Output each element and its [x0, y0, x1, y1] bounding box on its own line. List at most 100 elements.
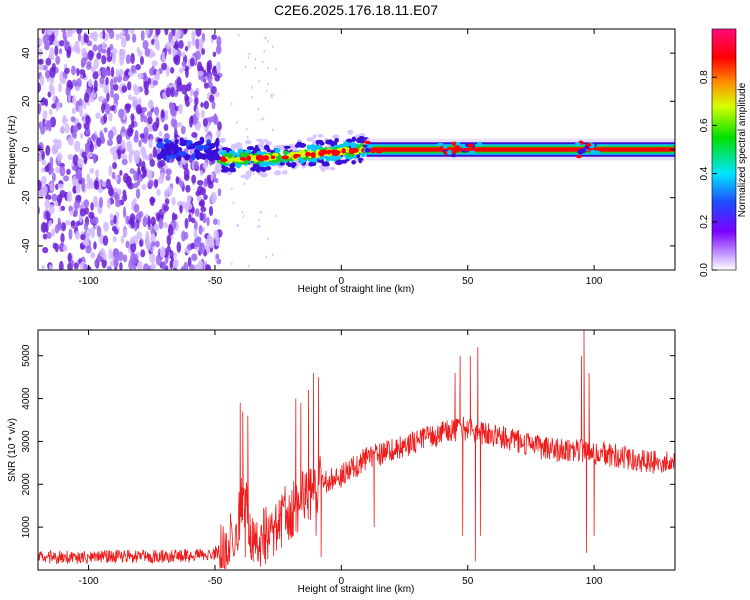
noise-speck	[257, 107, 260, 111]
noise-blob	[112, 162, 117, 170]
noise-blob	[58, 40, 65, 47]
noise-blob	[53, 29, 59, 37]
noise-speck	[257, 225, 259, 228]
noise-blob	[85, 245, 92, 254]
noise-speck	[259, 224, 261, 228]
noise-blob	[38, 189, 46, 199]
noise-blob	[70, 260, 75, 266]
snr-y-tick-label: 4000	[21, 387, 32, 410]
noise-blob	[175, 176, 180, 184]
ridge-blob	[283, 145, 291, 149]
noise-blob	[139, 55, 144, 65]
noise-speck	[270, 93, 273, 97]
noise-blob	[148, 100, 154, 110]
noise-blob	[125, 240, 130, 249]
noise-blob	[214, 164, 219, 175]
noise-blob	[178, 67, 184, 74]
noise-blob	[49, 77, 55, 85]
noise-speck	[265, 255, 268, 259]
noise-blob	[215, 61, 221, 73]
ridge-blob	[235, 142, 243, 148]
noise-blob	[46, 29, 54, 36]
noise-blob	[106, 55, 112, 63]
ridge-blob	[321, 161, 330, 166]
noise-blob	[86, 61, 92, 67]
colorbar-tick-label: 0.0	[699, 263, 710, 277]
noise-speck	[236, 224, 238, 227]
noise-speck	[262, 60, 264, 64]
noise-blob	[66, 190, 73, 203]
noise-blob	[171, 197, 176, 206]
noise-blob	[101, 258, 107, 269]
noise-blob	[178, 39, 184, 49]
noise-blob	[193, 90, 199, 98]
noise-blob	[61, 117, 69, 124]
noise-blob	[41, 29, 45, 35]
noise-blob	[51, 144, 58, 155]
noise-speck	[271, 95, 273, 99]
snr-x-tick-label: -100	[79, 576, 99, 587]
ridge-blob	[287, 162, 292, 168]
noise-blob	[93, 216, 99, 225]
noise-blob	[38, 179, 42, 191]
carrier-bump	[476, 141, 483, 147]
noise-blob	[101, 41, 106, 50]
noise-blob	[176, 200, 183, 207]
onset-blob	[164, 146, 173, 155]
noise-blob	[103, 113, 108, 124]
carrier-bump	[462, 147, 468, 151]
noise-blob	[111, 52, 117, 64]
ridge-blob	[341, 147, 346, 154]
noise-blob	[177, 103, 183, 115]
noise-blob	[161, 62, 168, 71]
noise-blob	[210, 191, 217, 204]
noise-blob	[109, 213, 114, 221]
ridge-blob	[351, 160, 356, 165]
noise-blob	[177, 121, 183, 128]
noise-blob	[181, 61, 187, 67]
ridge-blob	[322, 150, 329, 155]
noise-blob	[197, 70, 204, 77]
noise-blob	[206, 60, 211, 71]
carrier-bump	[363, 140, 371, 144]
ridge-blob	[310, 152, 316, 158]
colorbar-frame	[711, 28, 737, 271]
ridge-blob	[298, 142, 307, 148]
noise-blob	[78, 105, 83, 114]
noise-blob	[113, 76, 118, 84]
noise-blob	[199, 211, 204, 222]
noise-blob	[107, 139, 113, 147]
noise-blob	[74, 230, 80, 240]
noise-blob	[48, 219, 52, 227]
noise-blob	[48, 108, 53, 116]
noise-blob	[102, 29, 106, 40]
noise-blob	[133, 134, 139, 143]
noise-blob	[38, 48, 43, 57]
onset-blob	[165, 155, 170, 163]
noise-blob	[205, 264, 212, 270]
onset-blob	[185, 155, 190, 161]
noise-blob	[203, 82, 209, 89]
noise-blob	[119, 48, 126, 61]
noise-blob	[103, 88, 110, 94]
noise-blob	[170, 38, 175, 47]
ridge-blob	[347, 129, 354, 135]
noise-blob	[99, 130, 103, 140]
noise-blob	[82, 72, 86, 79]
noise-blob	[133, 170, 138, 182]
noise-blob	[203, 70, 207, 78]
noise-blob	[186, 199, 191, 207]
noise-blob	[173, 252, 177, 259]
noise-blob	[44, 69, 51, 79]
noise-blob	[128, 127, 134, 134]
noise-blob	[119, 32, 124, 40]
ridge-blob	[282, 150, 288, 155]
noise-blob	[143, 263, 150, 270]
onset-blob	[196, 152, 204, 160]
noise-blob	[188, 213, 192, 223]
noise-blob	[60, 205, 66, 211]
noise-speck	[258, 79, 261, 83]
noise-blob	[198, 242, 206, 254]
noise-blob	[189, 57, 195, 67]
noise-blob	[74, 206, 78, 217]
